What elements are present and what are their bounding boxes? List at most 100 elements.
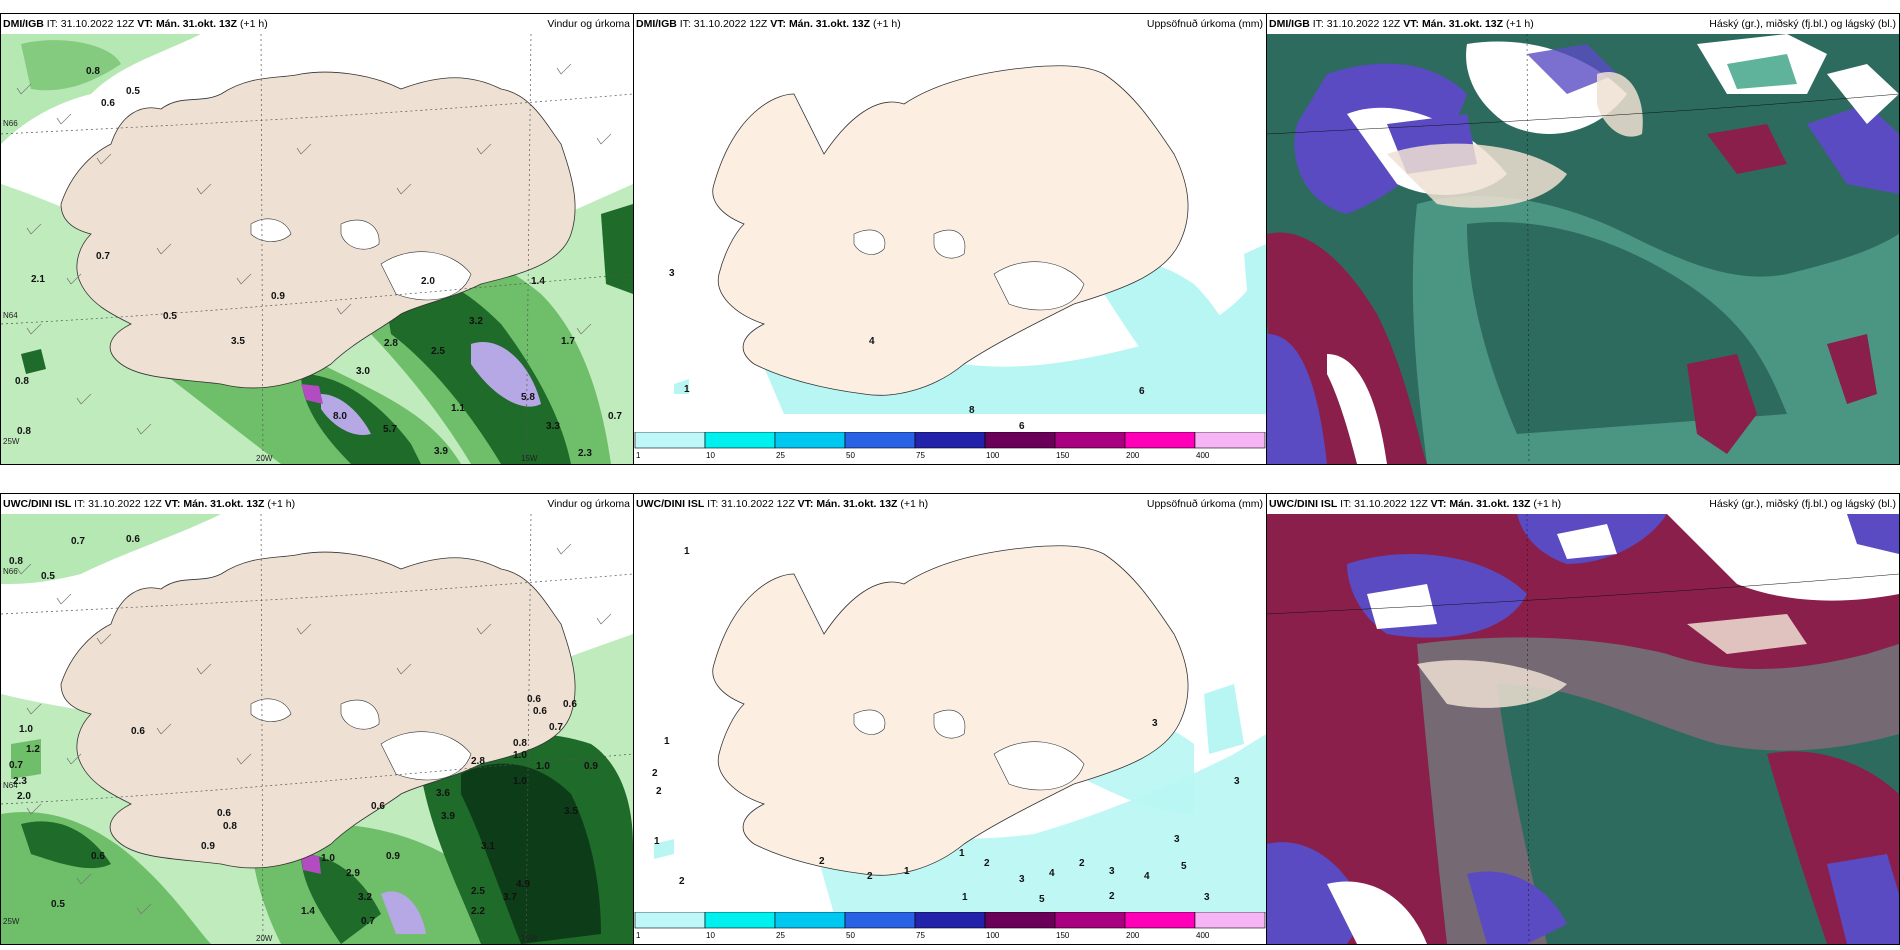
svg-text:0.7: 0.7 — [361, 916, 375, 927]
svg-text:2.8: 2.8 — [471, 756, 485, 767]
colorbar-segment — [914, 432, 986, 449]
panel-title: DMI/IGB IT: 31.10.2022 12Z VT: Mán. 31.o… — [3, 18, 268, 30]
svg-text:4: 4 — [869, 336, 875, 347]
accum-labels: 1 1 2 2 1 2 2 2 1 1 2 3 4 2 3 4 5 3 2 5 … — [652, 546, 1240, 905]
panel-description: Vindur og úrkoma — [547, 498, 630, 510]
svg-text:8: 8 — [969, 405, 975, 416]
svg-text:5: 5 — [1181, 861, 1187, 872]
colorbar-segment — [984, 912, 1056, 929]
svg-text:8.0: 8.0 — [333, 411, 347, 422]
svg-text:15W: 15W — [521, 454, 538, 463]
colorbar-segment — [704, 912, 776, 929]
svg-text:2: 2 — [819, 856, 825, 867]
svg-text:0.9: 0.9 — [201, 841, 215, 852]
svg-text:3: 3 — [1152, 718, 1158, 729]
panel-wind-precip-dmi: DMI/IGB IT: 31.10.2022 12Z VT: Mán. 31.o… — [0, 13, 634, 465]
svg-text:2.1: 2.1 — [31, 274, 45, 285]
svg-text:1.0: 1.0 — [19, 724, 33, 735]
svg-text:2.2: 2.2 — [471, 906, 485, 917]
colorbar: 1 10 25 50 75 100 150 200 400 — [634, 432, 1266, 460]
svg-text:3.6: 3.6 — [436, 788, 450, 799]
svg-text:0.6: 0.6 — [527, 694, 541, 705]
svg-text:2: 2 — [652, 768, 658, 779]
colorbar-segment — [1054, 912, 1126, 929]
svg-text:3.7: 3.7 — [503, 892, 517, 903]
svg-text:0.5: 0.5 — [163, 311, 177, 322]
colorbar-tick-label: 400 — [1196, 931, 1210, 940]
svg-text:4: 4 — [1049, 868, 1055, 879]
svg-text:1.0: 1.0 — [513, 750, 527, 761]
svg-text:3.9: 3.9 — [441, 811, 455, 822]
svg-text:3.9: 3.9 — [434, 446, 448, 457]
colorbar-tick-label: 100 — [986, 931, 1000, 940]
svg-text:0.7: 0.7 — [9, 760, 23, 771]
svg-text:1: 1 — [664, 736, 670, 747]
svg-text:0.9: 0.9 — [271, 291, 285, 302]
svg-text:3: 3 — [1174, 834, 1180, 845]
svg-text:2.8: 2.8 — [384, 338, 398, 349]
svg-text:N64: N64 — [3, 781, 18, 790]
colorbar-segment — [1054, 432, 1126, 449]
colorbar-tick-label: 10 — [706, 931, 715, 940]
svg-text:0.8: 0.8 — [17, 426, 31, 437]
cloud-cover-map — [1267, 514, 1899, 944]
svg-text:15W: 15W — [521, 934, 538, 943]
svg-text:0.6: 0.6 — [217, 808, 231, 819]
svg-text:0.9: 0.9 — [584, 761, 598, 772]
colorbar-segment — [1194, 912, 1266, 929]
svg-text:0.7: 0.7 — [71, 536, 85, 547]
svg-text:25W: 25W — [3, 437, 20, 446]
svg-text:2.9: 2.9 — [346, 868, 360, 879]
svg-text:0.5: 0.5 — [41, 571, 55, 582]
svg-text:0.6: 0.6 — [91, 851, 105, 862]
svg-text:5.7: 5.7 — [383, 424, 397, 435]
wind-barbs — [16, 543, 612, 915]
svg-text:2: 2 — [679, 876, 685, 887]
panel-accum-precip-uwc: UWC/DINI ISL IT: 31.10.2022 12Z VT: Mán.… — [633, 493, 1267, 945]
panel-title: UWC/DINI ISL IT: 31.10.2022 12Z VT: Mán.… — [1269, 498, 1562, 510]
svg-text:0.8: 0.8 — [15, 376, 29, 387]
svg-text:0.7: 0.7 — [96, 251, 110, 262]
precip-labels: 0.7 0.6 0.8 0.5 0.6 1.0 1.2 0.7 2.3 2.0 … — [9, 534, 598, 927]
svg-text:3.5: 3.5 — [231, 336, 245, 347]
colorbar-tick-label: 150 — [1056, 931, 1070, 940]
svg-text:0.7: 0.7 — [549, 722, 563, 733]
svg-text:1.4: 1.4 — [301, 906, 315, 917]
svg-text:1.2: 1.2 — [26, 744, 40, 755]
panel-cloud-dmi: DMI/IGB IT: 31.10.2022 12Z VT: Mán. 31.o… — [1266, 13, 1900, 465]
svg-text:3.3: 3.3 — [546, 421, 560, 432]
wind-precip-map: 0.7 0.6 0.8 0.5 0.6 1.0 1.2 0.7 2.3 2.0 … — [1, 514, 633, 944]
svg-text:0.9: 0.9 — [386, 851, 400, 862]
svg-text:20W: 20W — [256, 934, 273, 943]
svg-text:1.0: 1.0 — [321, 853, 335, 864]
precip-labels: 0.8 0.6 0.5 0.7 2.1 0.5 0.8 0.8 3.5 0.9 … — [15, 66, 622, 459]
panel-title: DMI/IGB IT: 31.10.2022 12Z VT: Mán. 31.o… — [1269, 18, 1534, 30]
colorbar-tick-label: 1 — [636, 451, 641, 460]
panel-description: Vindur og úrkoma — [547, 18, 630, 30]
svg-text:N66: N66 — [3, 119, 18, 128]
svg-text:3.5: 3.5 — [564, 806, 578, 817]
svg-text:N64: N64 — [3, 311, 18, 320]
colorbar-segment — [914, 912, 986, 929]
svg-text:1.0: 1.0 — [536, 761, 550, 772]
panel-description: Háský (gr.), miðský (fj.bl.) og lágský (… — [1709, 498, 1896, 510]
svg-text:0.6: 0.6 — [126, 534, 140, 545]
colorbar-tick-label: 50 — [846, 451, 855, 460]
panel-description: Uppsöfnuð úrkoma (mm) — [1146, 498, 1263, 510]
colorbar-tick-label: 200 — [1126, 451, 1140, 460]
panel-title: UWC/DINI ISL IT: 31.10.2022 12Z VT: Mán.… — [636, 498, 929, 510]
svg-text:3.2: 3.2 — [358, 892, 372, 903]
colorbar-segment — [1124, 912, 1196, 929]
svg-text:2.3: 2.3 — [13, 776, 27, 787]
svg-text:1: 1 — [962, 892, 968, 903]
accum-precip-map: 3 4 1 8 6 6 — [634, 34, 1266, 444]
svg-text:0.6: 0.6 — [101, 98, 115, 109]
svg-text:2.0: 2.0 — [421, 276, 435, 287]
svg-text:0.8: 0.8 — [513, 738, 527, 749]
svg-text:2.0: 2.0 — [17, 791, 31, 802]
svg-text:1.7: 1.7 — [561, 336, 575, 347]
colorbar-segment — [634, 432, 706, 449]
svg-text:0.6: 0.6 — [563, 699, 577, 710]
colorbar-tick-label: 1 — [636, 931, 641, 940]
colorbar-tick-label: 25 — [776, 931, 785, 940]
